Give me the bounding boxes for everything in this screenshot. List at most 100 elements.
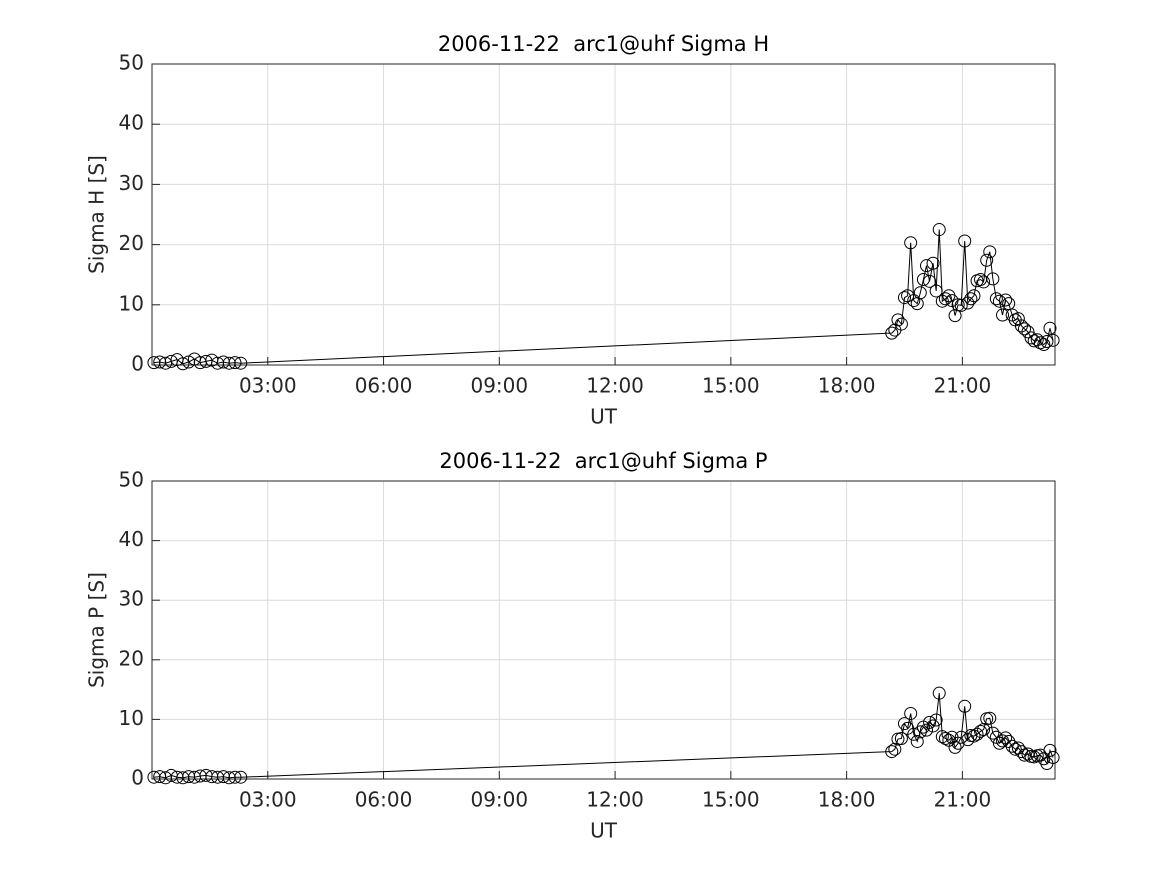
x-tick-label: 18:00 [818, 374, 876, 398]
data-point [932, 223, 946, 237]
data-point [1046, 751, 1060, 765]
y-tick-label: 20 [119, 231, 144, 255]
chart-title: 2006-11-22 arc1@uhf Sigma P [439, 449, 767, 473]
data-point [159, 356, 173, 370]
data-point [910, 734, 924, 748]
data-point [996, 308, 1010, 322]
data-point [1046, 333, 1060, 347]
data-point [919, 723, 933, 737]
data-point [885, 745, 899, 759]
data-point [923, 715, 937, 729]
data-point [932, 686, 946, 700]
data-point [1043, 321, 1057, 335]
axes-frame [151, 63, 1056, 366]
data-point [1011, 312, 1025, 326]
data-point [894, 731, 908, 745]
data-point [938, 731, 952, 745]
x-tick-label: 06:00 [355, 374, 413, 398]
data-point [951, 736, 965, 750]
data-point [929, 284, 943, 298]
x-tick-label: 21:00 [934, 374, 992, 398]
data-point [974, 724, 988, 738]
data-point [234, 356, 248, 370]
data-point [1021, 325, 1035, 339]
data-point [926, 719, 940, 733]
data-point [986, 726, 1000, 740]
x-tick-label: 15:00 [702, 374, 760, 398]
data-point [1040, 335, 1054, 349]
x-tick-label: 18:00 [818, 788, 876, 812]
x-axis-label: UT [590, 405, 618, 429]
x-tick-label: 15:00 [702, 788, 760, 812]
data-point [935, 294, 949, 308]
data-point [228, 770, 242, 784]
data-point [999, 731, 1013, 745]
x-tick-label: 03:00 [239, 788, 297, 812]
data-point [1002, 734, 1016, 748]
data-point [938, 292, 952, 306]
x-tick-label: 03:00 [239, 374, 297, 398]
chart-title: 2006-11-22 arc1@uhf Sigma H [438, 32, 769, 56]
y-tick-label: 0 [131, 766, 144, 790]
data-point [992, 294, 1006, 308]
data-point [929, 713, 943, 727]
y-tick-label: 10 [119, 291, 144, 315]
x-tick-label: 06:00 [355, 788, 413, 812]
data-point [919, 259, 933, 273]
y-tick-label: 40 [119, 527, 144, 551]
y-tick-label: 40 [119, 111, 144, 135]
data-point [954, 298, 968, 312]
data-point [964, 292, 978, 306]
x-tick-label: 09:00 [470, 788, 528, 812]
data-point [983, 711, 997, 725]
y-axis-label: Sigma P [S] [85, 572, 109, 688]
data-point [894, 317, 908, 331]
data-point [989, 292, 1003, 306]
data-point [913, 286, 927, 300]
data-point [907, 727, 921, 741]
data-point [1033, 336, 1047, 350]
data-point [935, 730, 949, 744]
data-point [954, 730, 968, 744]
data-point [980, 253, 994, 267]
data-point [904, 706, 918, 720]
data-point [958, 699, 972, 713]
data-point [967, 729, 981, 743]
y-tick-label: 30 [119, 171, 144, 195]
data-point [989, 730, 1003, 744]
data-point [907, 294, 921, 308]
data-point [885, 326, 899, 340]
data-point [898, 291, 911, 305]
axes-frame [151, 480, 1056, 780]
x-tick-label: 12:00 [586, 374, 644, 398]
data-point [1018, 322, 1032, 336]
data-point [176, 357, 190, 371]
data-point [958, 234, 972, 248]
data-point [891, 313, 905, 327]
data-point [923, 274, 937, 288]
data-point [1037, 338, 1051, 352]
x-tick-label: 21:00 [934, 788, 992, 812]
y-axis-label: Sigma H [S] [85, 155, 109, 274]
data-point [967, 289, 981, 303]
data-point [888, 742, 902, 756]
x-axis-label: UT [590, 819, 618, 843]
data-point [986, 272, 1000, 286]
data-point [999, 293, 1013, 307]
y-tick-label: 20 [119, 646, 144, 670]
data-point [926, 256, 940, 270]
data-point [1043, 743, 1057, 757]
data-point [970, 727, 984, 741]
data-point [948, 740, 962, 754]
y-tick-label: 0 [131, 352, 144, 376]
y-tick-label: 30 [119, 587, 144, 611]
y-tick-label: 50 [119, 51, 144, 75]
data-point [1030, 333, 1044, 347]
x-tick-label: 09:00 [470, 374, 528, 398]
data-point [904, 236, 918, 250]
data-point [228, 356, 242, 370]
y-tick-label: 50 [119, 468, 144, 492]
data-point [234, 770, 248, 784]
data-point [983, 245, 997, 259]
x-tick-label: 12:00 [586, 788, 644, 812]
